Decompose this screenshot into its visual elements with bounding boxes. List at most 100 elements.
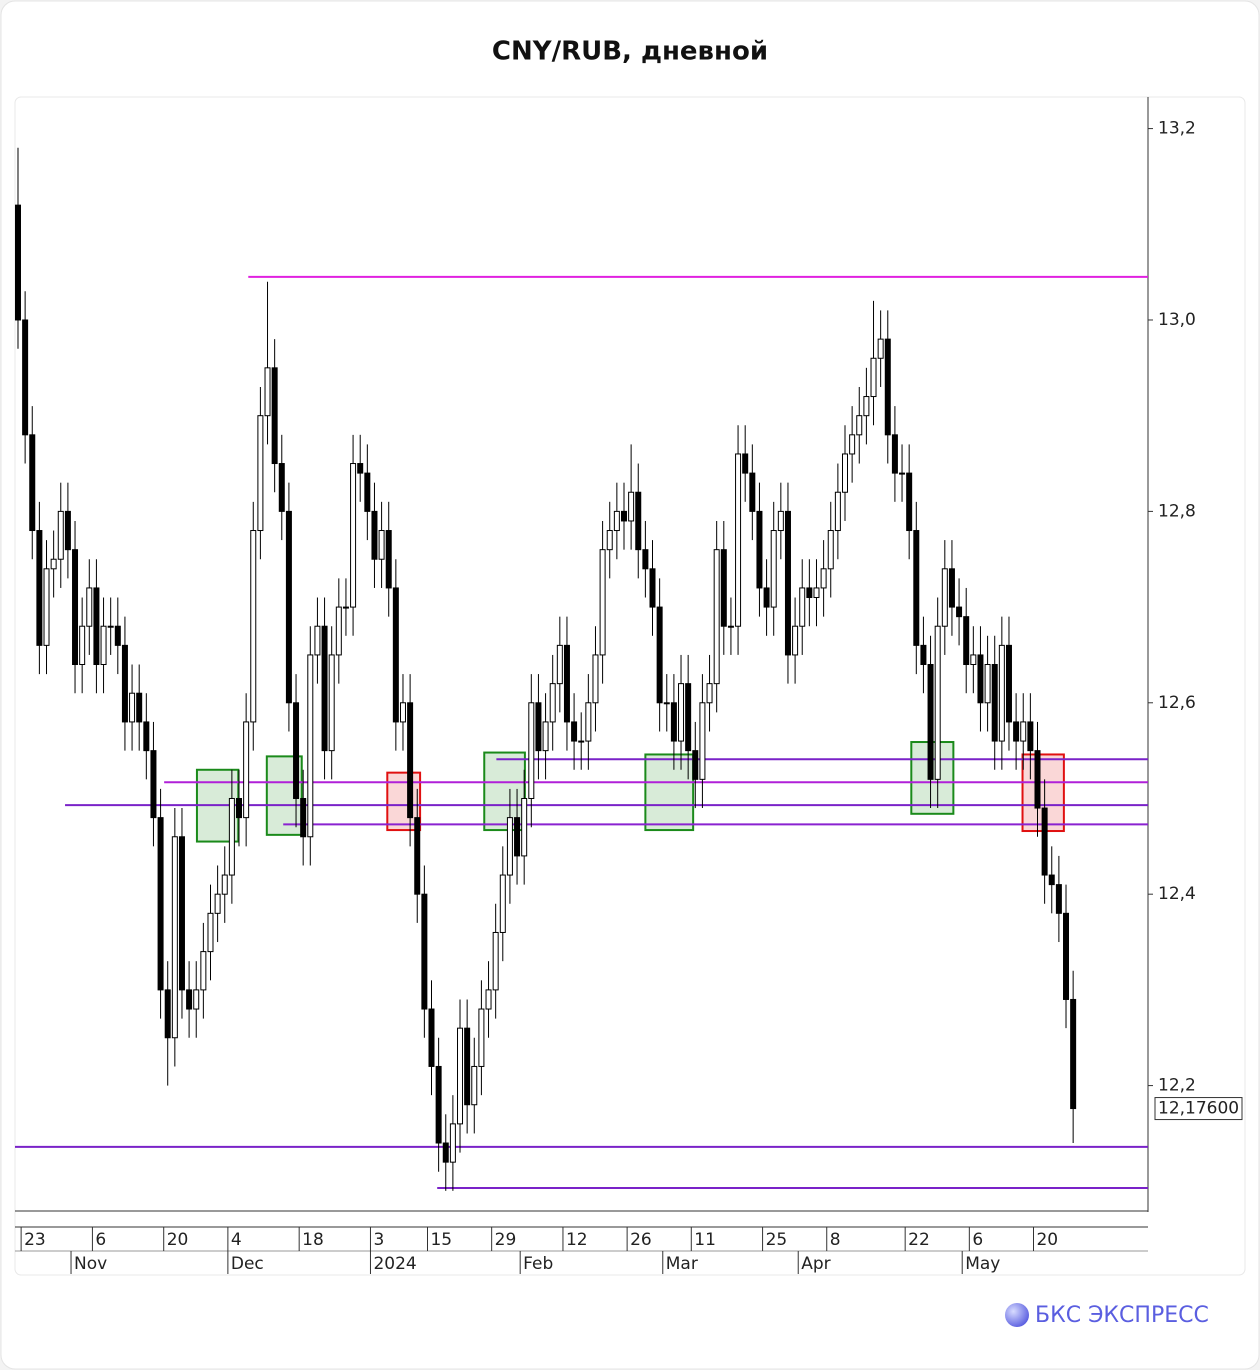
- candle-body: [813, 587, 820, 599]
- candle-body: [200, 951, 207, 991]
- candle-body: [984, 664, 991, 704]
- candle-body: [257, 415, 264, 532]
- candle-body: [86, 587, 93, 627]
- candle-body: [685, 683, 692, 752]
- candle-body: [763, 587, 770, 608]
- candle-body: [29, 434, 36, 532]
- candle-body: [478, 1008, 485, 1067]
- candle-body: [856, 415, 863, 436]
- candle-body: [314, 625, 321, 656]
- candle-body: [827, 530, 834, 570]
- candle-body: [656, 606, 663, 704]
- candle-body: [642, 549, 649, 570]
- candle-body: [50, 558, 57, 570]
- candle-body: [171, 836, 178, 1039]
- candle-body: [820, 568, 827, 589]
- candle-body: [977, 654, 984, 704]
- x-tick-label: 20: [1036, 1230, 1058, 1250]
- candle-body: [221, 874, 228, 895]
- y-tick-label: 13,2: [1158, 119, 1196, 139]
- candle-body: [93, 587, 100, 666]
- candle-body: [150, 750, 157, 819]
- candle-body: [1027, 721, 1034, 752]
- month-tick-label: Nov: [74, 1254, 107, 1274]
- candle-body: [920, 644, 927, 666]
- candle-body: [784, 510, 791, 656]
- month-tick-label: Mar: [666, 1254, 698, 1274]
- candle-body: [485, 989, 492, 1010]
- y-tick-label: 12,2: [1158, 1076, 1196, 1096]
- candle-body: [834, 491, 841, 532]
- candle-body: [585, 702, 592, 742]
- candle-body: [991, 664, 998, 742]
- month-tick-label: Feb: [523, 1254, 553, 1274]
- candle-body: [521, 797, 528, 857]
- candle-body: [293, 702, 300, 799]
- x-tick-label: 29: [495, 1230, 517, 1250]
- candle-body: [399, 702, 406, 723]
- candle-body: [528, 702, 535, 799]
- candle-body: [720, 549, 727, 627]
- candle-body: [628, 491, 635, 522]
- candle-body: [613, 510, 620, 532]
- last-price-label: 12,17600: [1158, 1099, 1239, 1119]
- candle-body: [506, 817, 513, 876]
- candle-body: [1005, 644, 1012, 723]
- x-tick-label: 8: [830, 1230, 841, 1250]
- candle-body: [663, 702, 670, 705]
- candle-body: [571, 721, 578, 742]
- candle-body: [956, 606, 963, 618]
- candle-body: [271, 367, 278, 465]
- candle-body: [114, 625, 121, 646]
- y-tick-label: 12,6: [1158, 693, 1196, 713]
- candle-body: [421, 893, 428, 1010]
- candle-body: [107, 625, 114, 628]
- x-tick-label: 6: [972, 1230, 983, 1250]
- candle-body: [428, 1008, 435, 1067]
- candle-body: [157, 817, 164, 991]
- chart-panel: [14, 96, 1246, 1276]
- candle-body: [599, 549, 606, 656]
- candle-body: [842, 453, 849, 493]
- candle-body: [998, 644, 1005, 742]
- candle-body: [72, 549, 79, 666]
- candle-body: [792, 625, 799, 656]
- x-tick-label: 18: [302, 1230, 324, 1250]
- candle-body: [36, 530, 43, 646]
- brand-logo: [1005, 1303, 1029, 1327]
- candle-body: [228, 797, 235, 876]
- candle-body: [278, 463, 285, 512]
- candle-body: [435, 1065, 442, 1144]
- candle-body: [913, 530, 920, 646]
- candle-body: [891, 434, 898, 474]
- candle-body: [1055, 884, 1062, 914]
- candle-body: [735, 453, 742, 627]
- candle-body: [285, 510, 292, 704]
- candle-body: [392, 587, 399, 723]
- candle-body: [57, 510, 64, 560]
- candle-body: [899, 472, 906, 475]
- x-tick-label: 4: [231, 1230, 242, 1250]
- candle-body: [941, 568, 948, 627]
- candle-body: [79, 625, 86, 666]
- candle-body: [64, 510, 71, 551]
- candle-body: [357, 463, 364, 474]
- y-tick-label: 12,4: [1158, 884, 1196, 904]
- candle-body: [321, 625, 328, 752]
- candle-body: [592, 654, 599, 704]
- candle-body: [342, 606, 349, 609]
- candle-body: [385, 530, 392, 589]
- candle-body: [606, 530, 613, 551]
- candle-body: [635, 491, 642, 551]
- brand-name: БКС ЭКСПРЕСС: [1035, 1303, 1209, 1328]
- candle-body: [777, 510, 784, 532]
- candle-body: [414, 817, 421, 895]
- candle-body: [22, 319, 29, 436]
- x-tick-label: 11: [694, 1230, 716, 1250]
- candle-body: [236, 797, 243, 819]
- candle-body: [948, 568, 955, 608]
- candle-body: [749, 472, 756, 512]
- x-tick-label: 15: [430, 1230, 452, 1250]
